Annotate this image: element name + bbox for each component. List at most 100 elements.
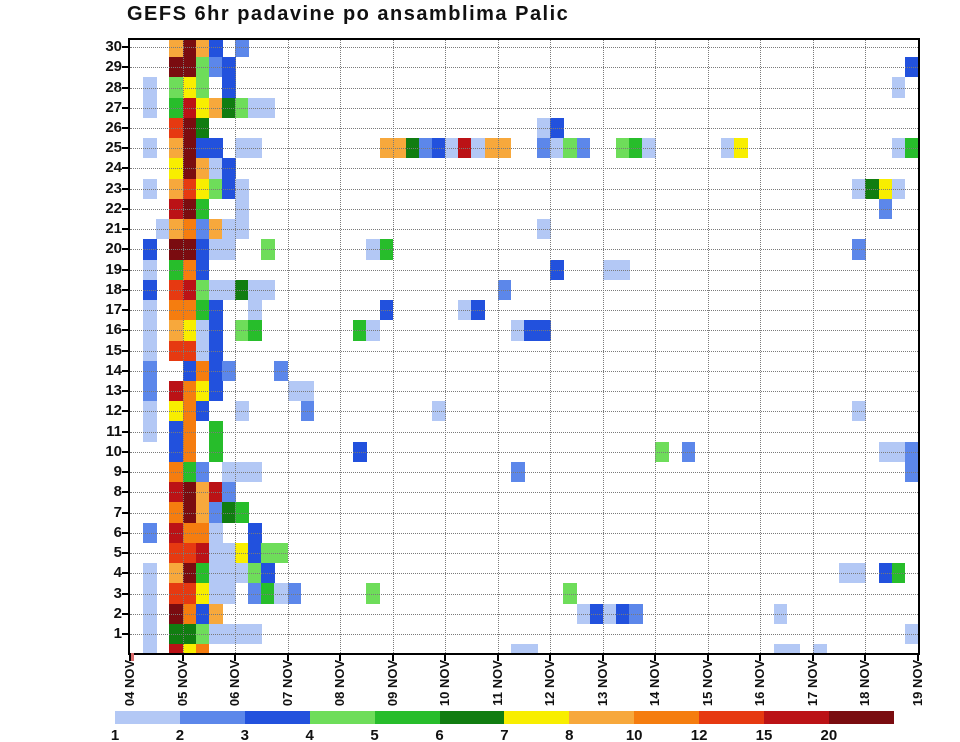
- grid-row-dotted-line: [130, 208, 918, 210]
- heatmap-cell: [248, 300, 262, 321]
- colorbar-segment: [504, 711, 570, 724]
- grid-row-dotted-line: [130, 613, 918, 615]
- heatmap-cell: [432, 401, 446, 422]
- x-axis-tick: [339, 653, 342, 661]
- heatmap-cell: [524, 644, 538, 653]
- heatmap-cell: [235, 97, 249, 118]
- plot-frame: [128, 38, 920, 655]
- y-axis-tick: [122, 390, 130, 393]
- heatmap-cell: [379, 138, 394, 159]
- y-axis-tick: [122, 329, 130, 332]
- heatmap-cell: [208, 421, 223, 442]
- heatmap-cell: [182, 77, 197, 98]
- y-axis-tick: [122, 511, 130, 514]
- grid-row-dotted-line: [130, 553, 918, 555]
- heatmap-cell: [248, 320, 262, 341]
- colorbar-segment: [309, 711, 376, 724]
- heatmap-cell: [221, 482, 236, 503]
- y-axis-tick: [122, 106, 130, 109]
- y-axis-tick: [122, 86, 130, 89]
- heatmap-cell: [235, 320, 249, 341]
- heatmap-cell: [169, 77, 184, 98]
- heatmap-cell: [221, 360, 236, 381]
- y-tick-label: 14: [105, 361, 122, 379]
- grid-day-dotted-line: [655, 40, 657, 653]
- x-axis-tick: [811, 653, 814, 661]
- heatmap-cell: [169, 40, 184, 58]
- heatmap-cell: [143, 583, 157, 604]
- heatmap-cell: [471, 138, 486, 159]
- heatmap-cell: [615, 603, 630, 624]
- heatmap-cell: [563, 583, 578, 604]
- heatmap-cell: [891, 138, 906, 159]
- heatmap-cell: [143, 421, 157, 442]
- heatmap-cell: [195, 138, 210, 159]
- heatmap-cell: [904, 138, 919, 159]
- heatmap-cell: [195, 40, 210, 58]
- heatmap-cell: [169, 117, 184, 139]
- heatmap-cell: [221, 97, 236, 118]
- grid-day-dotted-line: [707, 40, 709, 653]
- heatmap-cell: [773, 603, 788, 624]
- heatmap-cell: [274, 583, 289, 604]
- heatmap-cell: [195, 178, 210, 199]
- y-tick-label: 25: [105, 139, 122, 157]
- y-axis-tick: [122, 187, 130, 190]
- heatmap-cell: [208, 138, 223, 159]
- heatmap-cell: [143, 138, 157, 159]
- x-axis-tick: [917, 653, 919, 661]
- grid-row-dotted-line: [130, 573, 918, 575]
- heatmap-cell: [261, 583, 276, 604]
- heatmap-cell: [169, 603, 184, 624]
- heatmap-cell: [169, 482, 184, 503]
- heatmap-cell: [195, 117, 210, 139]
- heatmap-cell: [182, 97, 197, 118]
- heatmap-cell: [143, 320, 157, 341]
- heatmap-cell: [169, 461, 184, 483]
- grid-row-dotted-line: [130, 411, 918, 413]
- heatmap-cell: [169, 138, 184, 159]
- grid-row-dotted-line: [130, 350, 918, 352]
- heatmap-cell: [169, 542, 184, 564]
- heatmap-cell: [182, 360, 197, 381]
- heatmap-cell: [418, 138, 433, 159]
- colorbar-segment: [179, 711, 246, 724]
- grid-day-dotted-line: [760, 40, 762, 653]
- heatmap-cell: [169, 522, 184, 543]
- grid-row-dotted-line: [130, 128, 918, 129]
- heatmap-cell: [221, 461, 236, 483]
- y-axis-tick: [122, 147, 130, 150]
- heatmap-cell: [208, 603, 223, 624]
- colorbar-tick-label: 4: [305, 727, 314, 742]
- x-tick-label: 17 NOV: [804, 659, 820, 707]
- heatmap-cell: [891, 178, 906, 199]
- y-axis-tick: [122, 552, 130, 555]
- heatmap-cell: [405, 138, 420, 159]
- heatmap-cell: [182, 461, 197, 483]
- time-marker-tick: [131, 653, 134, 661]
- heatmap-cell: [379, 300, 394, 321]
- grid-row-dotted-line: [130, 330, 918, 332]
- heatmap-cell: [143, 259, 157, 280]
- x-axis-tick: [759, 653, 762, 661]
- heatmap-cell: [904, 623, 919, 645]
- heatmap-cell: [182, 117, 197, 139]
- heatmap-cell: [537, 320, 551, 341]
- heatmap-cell: [261, 97, 276, 118]
- colorbar-tick-label: 15: [755, 727, 773, 742]
- heatmap-cell: [208, 320, 223, 341]
- y-tick-label: 3: [113, 584, 122, 602]
- y-tick-label: 8: [113, 483, 122, 501]
- heatmap-cell: [195, 360, 210, 381]
- grid-day-dotted-line: [865, 40, 867, 653]
- heatmap-cell: [235, 178, 249, 199]
- colorbar-segment: [569, 711, 635, 724]
- colorbar-tick-label: 7: [500, 727, 509, 742]
- y-tick-label: 20: [105, 240, 122, 258]
- colorbar-tick-label: 3: [240, 727, 249, 742]
- colorbar-tick-label: 1: [110, 727, 120, 742]
- heatmap-cell: [182, 239, 197, 260]
- heatmap-cell: [195, 482, 210, 503]
- heatmap-cell: [169, 320, 184, 341]
- heatmap-cell: [182, 138, 197, 159]
